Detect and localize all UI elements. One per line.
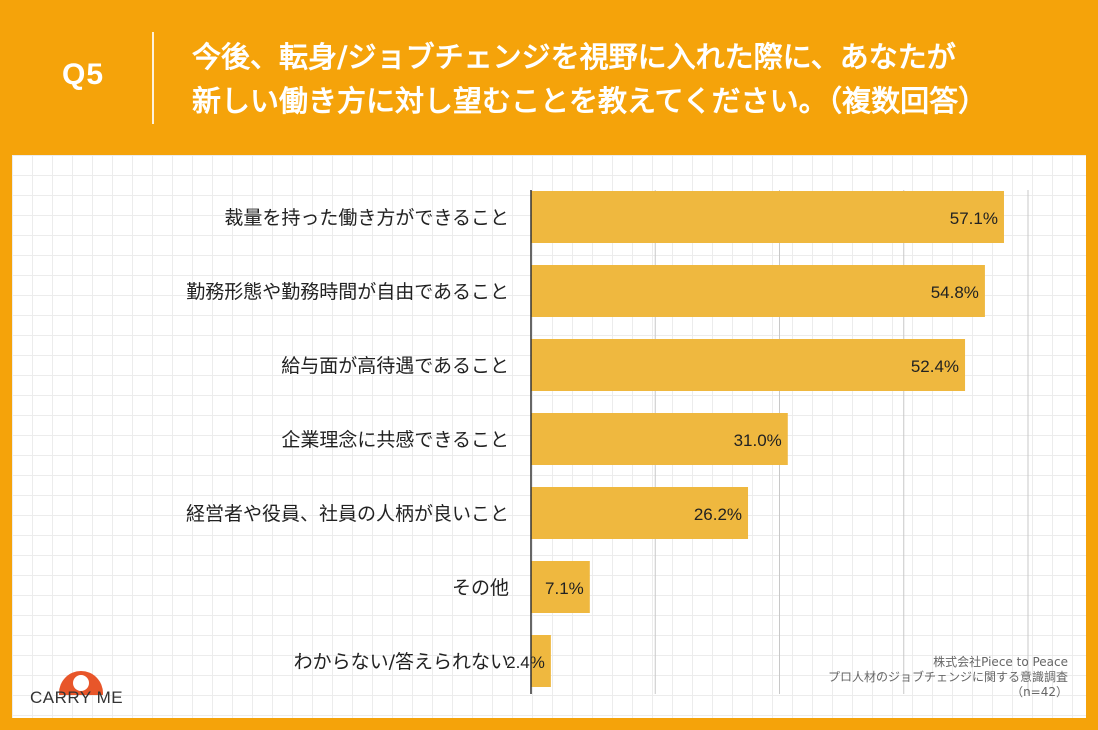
value-label: 26.2%	[694, 505, 742, 524]
question-line-2: 新しい働き方に対し望むことを教えてください。（複数回答）	[192, 84, 988, 118]
carry-me-logo-icon	[59, 671, 103, 695]
question-line-1: 今後、転身/ジョブチェンジを視野に入れた際に、あなたが	[192, 40, 956, 74]
category-label: 勤務形態や勤務時間が自由であること	[186, 281, 509, 303]
bar	[531, 339, 966, 391]
bar	[531, 413, 788, 465]
question-text: 今後、転身/ジョブチェンジを視野に入れた際に、あなたが 新しい働き方に対し望むこ…	[192, 35, 1082, 123]
source-line-2: プロ人材のジョブチェンジに関する意識調査	[827, 670, 1068, 684]
source-line-3: （n=42）	[1011, 685, 1068, 699]
chart-panel: 裁量を持った働き方ができること 57.1% 勤務形態や勤務時間が自由であること 54.…	[12, 155, 1086, 718]
category-label: 給与面が高待遇であること	[281, 355, 509, 377]
value-label: 31.0%	[734, 431, 782, 450]
category-label: わからない/答えられない	[294, 651, 509, 673]
value-label: 57.1%	[950, 209, 998, 228]
header: Q5 今後、転身/ジョブチェンジを視野に入れた際に、あなたが 新しい働き方に対し…	[0, 0, 1098, 155]
question-number: Q5	[62, 58, 105, 91]
bar	[531, 265, 985, 317]
category-label: 経営者や役員、社員の人柄が良いこと	[186, 503, 509, 525]
bar	[531, 191, 1004, 243]
source-line-1: 株式会社Piece to Peace	[933, 655, 1068, 669]
category-label: その他	[452, 577, 509, 599]
category-label: 企業理念に共感できること	[281, 428, 509, 451]
source-note: 株式会社Piece to Peace プロ人材のジョブチェンジに関する意識調査 …	[828, 655, 1068, 700]
bar	[531, 635, 551, 687]
header-divider	[152, 32, 154, 124]
value-label: 54.8%	[931, 283, 979, 302]
bar	[531, 561, 590, 613]
value-label: 52.4%	[911, 357, 959, 376]
value-label: 2.4%	[506, 653, 545, 672]
value-label: 7.1%	[545, 579, 584, 598]
bar	[531, 487, 749, 539]
category-label: 裁量を持った働き方ができること	[224, 207, 509, 229]
logo-text: CARRY ME	[30, 688, 124, 707]
bar-chart: 裁量を持った働き方ができること 57.1% 勤務形態や勤務時間が自由であること 54.…	[186, 190, 1029, 694]
